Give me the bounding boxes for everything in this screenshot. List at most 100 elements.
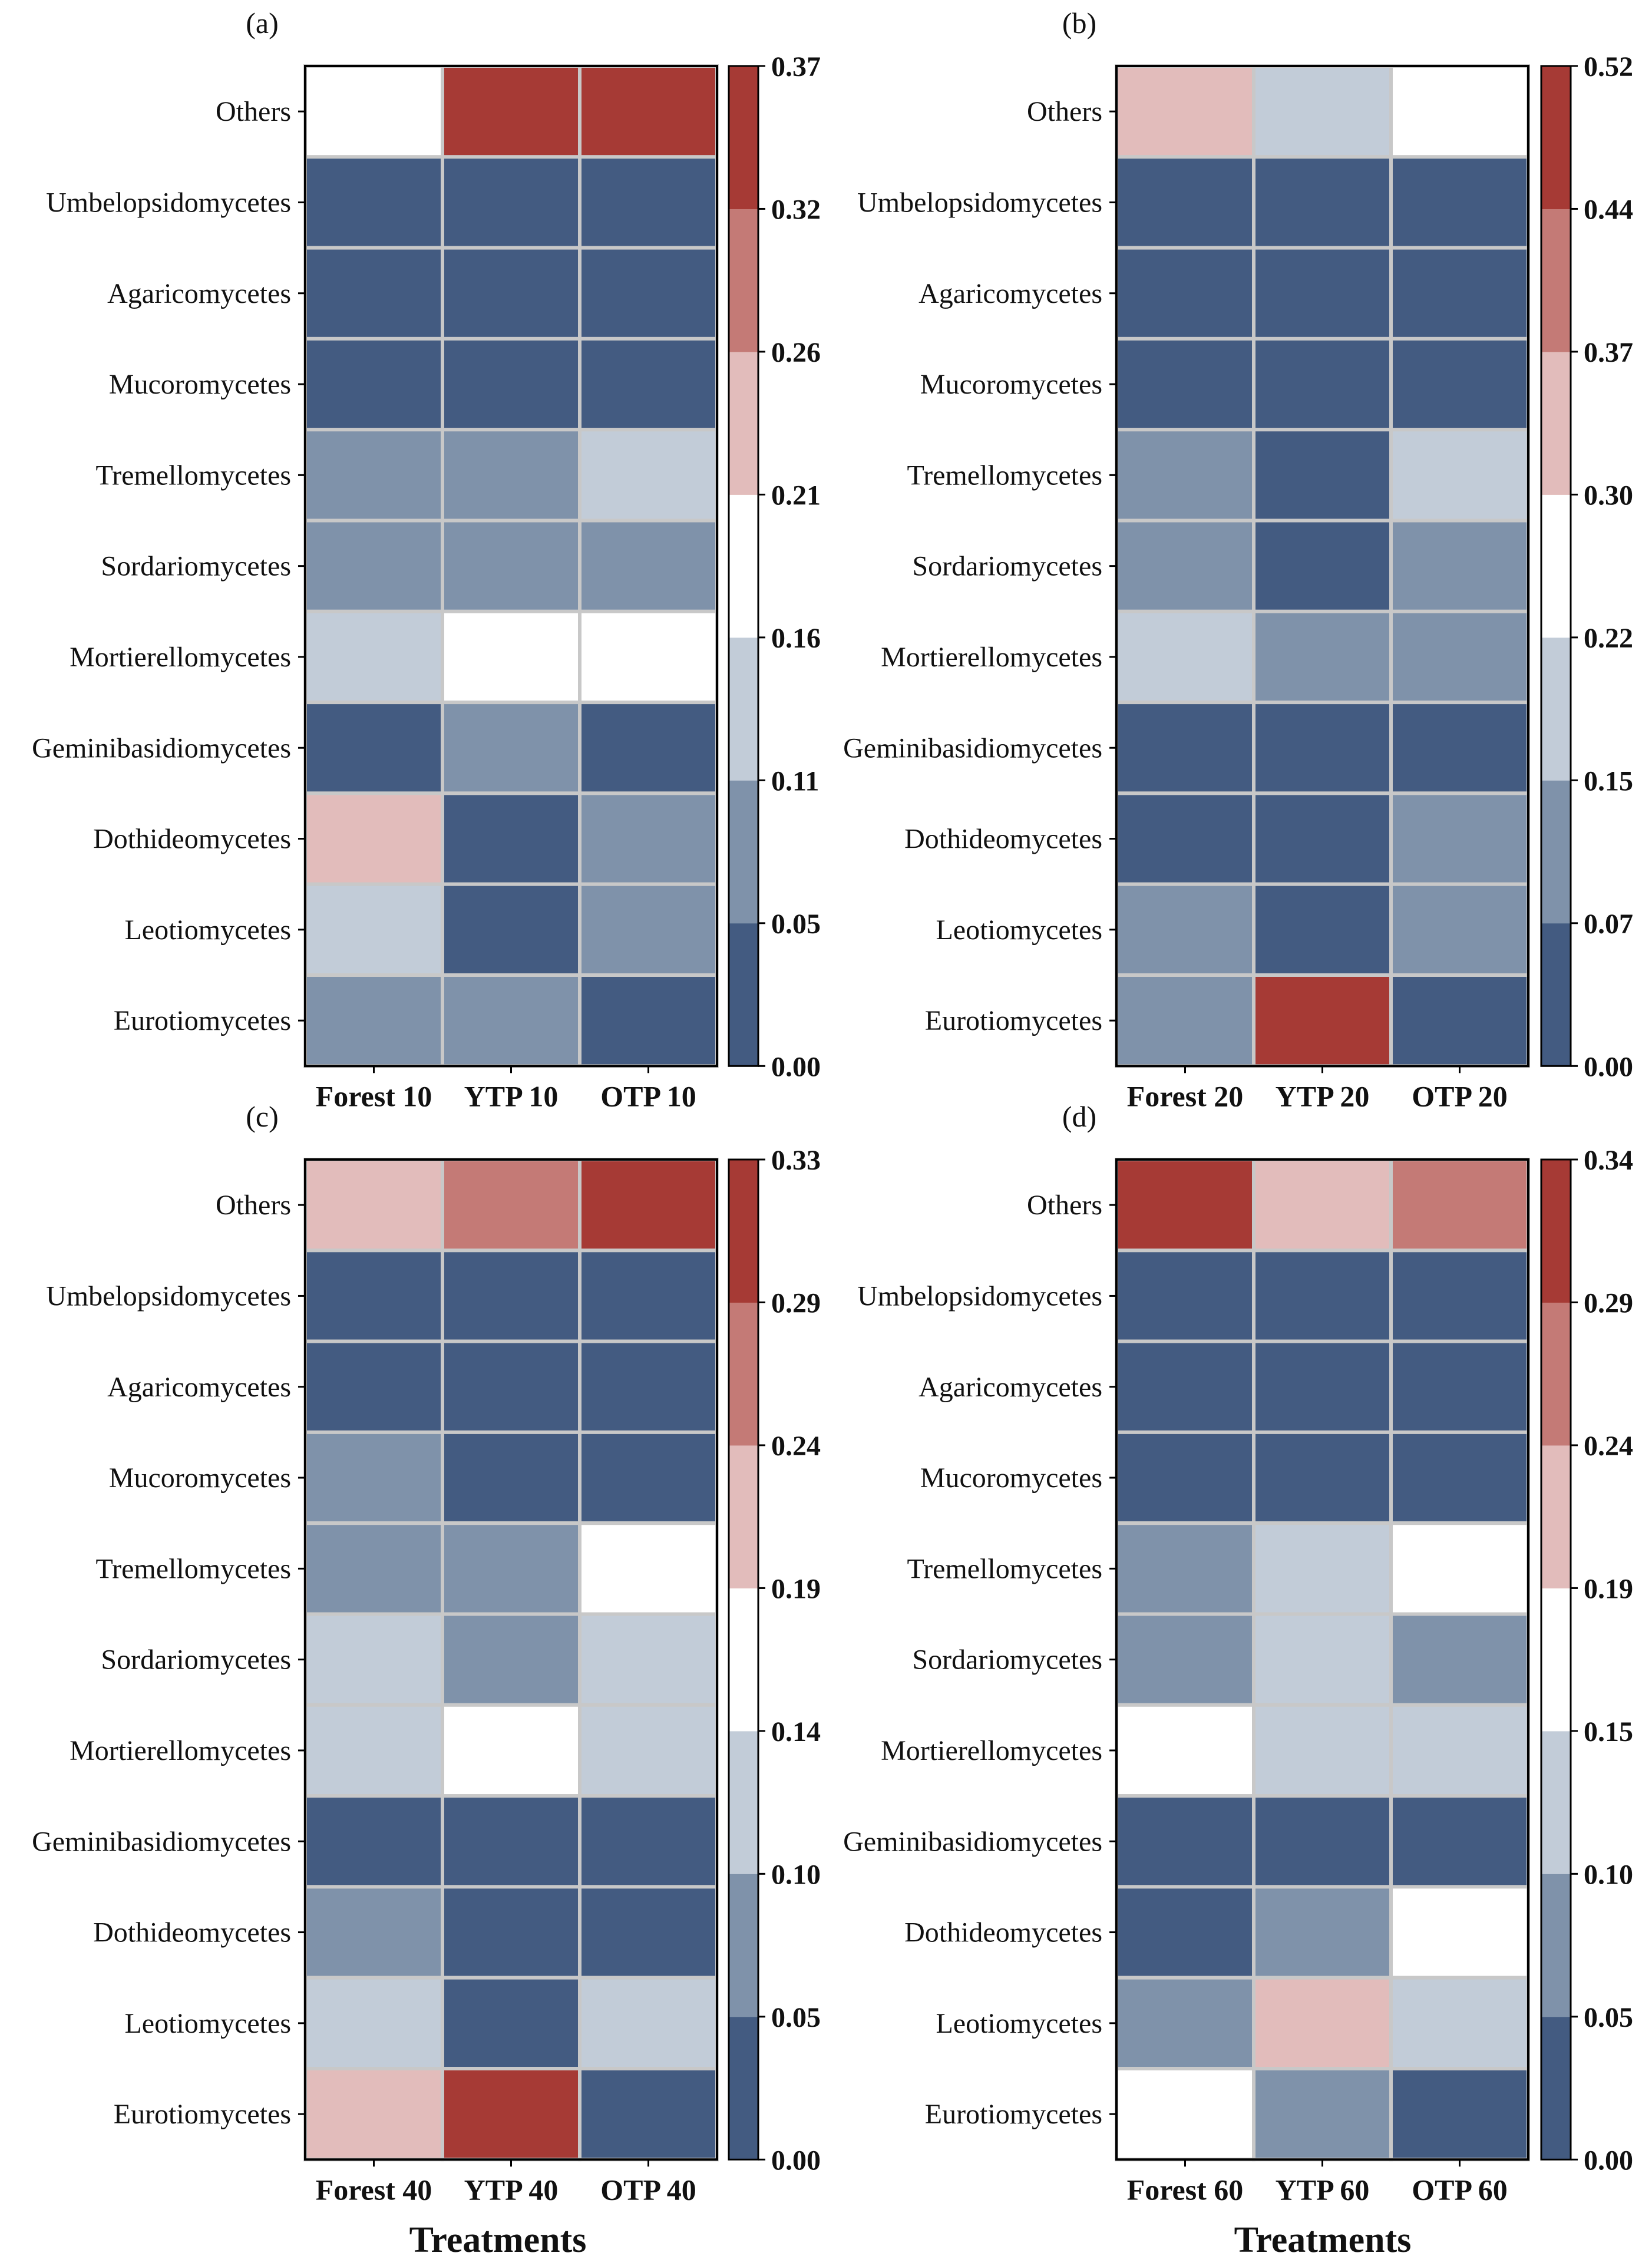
row-label: Umbelopsidomycetes — [857, 187, 1102, 218]
colorbar-segment — [729, 494, 758, 638]
heatmap-cell — [441, 973, 581, 1068]
colorbar-tick-label: 0.15 — [1584, 765, 1633, 797]
heatmap-cell — [303, 1158, 444, 1253]
column-label: OTP 10 — [600, 1079, 696, 1112]
colorbar-segment — [729, 1588, 758, 1732]
heatmap-cell — [1252, 1885, 1393, 1980]
heatmap-cell — [1252, 2067, 1393, 2162]
heatmap-cell — [441, 1430, 581, 1525]
row-label: Leotiomycetes — [936, 914, 1102, 946]
heatmap-cell — [1252, 791, 1393, 886]
heatmap-cell — [303, 2067, 444, 2162]
heatmap-cell — [578, 701, 719, 795]
row-label: Leotiomycetes — [124, 2008, 291, 2039]
colorbar-tick-label: 0.10 — [1584, 1859, 1633, 1890]
heatmap-cell — [1389, 1521, 1530, 1616]
heatmap-cell — [441, 64, 581, 159]
heatmap-cell — [578, 791, 719, 886]
colorbar-segment — [729, 66, 758, 209]
heatmap-cell — [1389, 882, 1530, 977]
colorbar-tick-label: 0.44 — [1584, 194, 1633, 225]
colorbar-tick-label: 0.14 — [771, 1716, 821, 1748]
colorbar-segment — [729, 1160, 758, 1303]
column-label: OTP 60 — [1412, 2173, 1508, 2206]
colorbar-frame — [1540, 65, 1572, 1067]
row-label: Mortierellomycetes — [881, 1735, 1102, 1766]
heatmap-cell — [1115, 882, 1255, 977]
panel-label: (a) — [246, 6, 279, 39]
colorbar-tick-label: 0.10 — [771, 1859, 821, 1890]
colorbar-tick-label: 0.33 — [771, 1145, 821, 1176]
heatmap-cell — [1389, 1612, 1530, 1707]
colorbar-tick-label: 0.00 — [1584, 1051, 1633, 1082]
colorbar-segment — [1541, 351, 1571, 495]
colorbar-segment — [1541, 1445, 1571, 1588]
heatmap-cell — [578, 2067, 719, 2162]
row-label: Mucoromycetes — [109, 369, 291, 400]
heatmap-cell — [1115, 1612, 1255, 1707]
colorbar-tick-label: 0.24 — [1584, 1431, 1633, 1462]
heatmap-cell — [1252, 1521, 1393, 1616]
colorbar-tick-label: 0.37 — [771, 51, 821, 82]
heatmap-cell — [1389, 1339, 1530, 1434]
heatmap-cell — [578, 1794, 719, 1889]
colorbar-tick-label: 0.00 — [771, 1051, 821, 1082]
colorbar-tick-label: 0.32 — [771, 194, 821, 225]
heatmap-cell — [1252, 155, 1393, 250]
heatmap-cell — [1389, 1976, 1530, 2070]
heatmap-cell — [1252, 1158, 1393, 1253]
colorbar-segment — [729, 780, 758, 924]
colorbar-segment — [1541, 1874, 1571, 2017]
heatmap-cell — [441, 1248, 581, 1343]
heatmap-cell — [1252, 246, 1393, 341]
colorbar-segment — [729, 637, 758, 781]
heatmap-cell — [303, 1703, 444, 1798]
colorbar-tick-label: 0.07 — [1584, 909, 1633, 940]
heatmap-cell — [303, 1612, 444, 1707]
heatmap-cell — [1115, 1158, 1255, 1253]
colorbar-segment — [1541, 1160, 1571, 1303]
heatmap-cell — [1389, 336, 1530, 432]
heatmap-cell — [303, 973, 444, 1068]
colorbar-tick-label: 0.29 — [771, 1287, 821, 1319]
row-label: Mortierellomycetes — [881, 642, 1102, 673]
row-label: Eurotiomycetes — [925, 2099, 1102, 2130]
heatmap-cell — [441, 882, 581, 977]
heatmap-cell — [1389, 791, 1530, 886]
heatmap-cell — [1252, 1703, 1393, 1798]
heatmap-cell — [441, 2067, 581, 2162]
heatmap-cell — [1252, 882, 1393, 977]
row-label: Mortierellomycetes — [70, 642, 291, 673]
heatmap-cell — [1115, 1339, 1255, 1434]
heatmap-cell — [1252, 609, 1393, 705]
heatmap-cell — [303, 246, 444, 341]
colorbar-tick-label: 0.19 — [771, 1573, 821, 1604]
row-label: Sordariomycetes — [101, 551, 291, 582]
heatmap-cell — [1389, 64, 1530, 159]
colorbar-tick-label: 0.05 — [771, 909, 821, 940]
heatmap-cell — [303, 64, 444, 159]
colorbar-tick-label: 0.37 — [1584, 337, 1633, 368]
heatmap-cell — [578, 64, 719, 159]
row-label: Umbelopsidomycetes — [46, 1280, 291, 1312]
heatmap-cell — [578, 973, 719, 1068]
row-label: Tremellomycetes — [907, 1553, 1103, 1584]
heatmap-cell — [1115, 155, 1255, 250]
column-label: OTP 40 — [600, 2173, 696, 2206]
heatmap-cell — [1252, 1976, 1393, 2070]
heatmap-cell — [1389, 1248, 1530, 1343]
colorbar-segment — [1541, 1588, 1571, 1732]
heatmap-cell — [1389, 1794, 1530, 1889]
heatmap-cell — [1389, 246, 1530, 341]
heatmap-cell — [1389, 1885, 1530, 1980]
column-label: Forest 40 — [316, 2173, 432, 2206]
heatmap-cell — [441, 1521, 581, 1616]
heatmap-cell — [303, 336, 444, 432]
heatmap-cell — [578, 882, 719, 977]
row-label: Tremellomycetes — [96, 460, 292, 491]
colorbar-tick-label: 0.05 — [771, 2002, 821, 2033]
colorbar-tick-label: 0.30 — [1584, 480, 1633, 511]
colorbar-segment — [729, 1302, 758, 1446]
heatmap-cell — [303, 791, 444, 886]
